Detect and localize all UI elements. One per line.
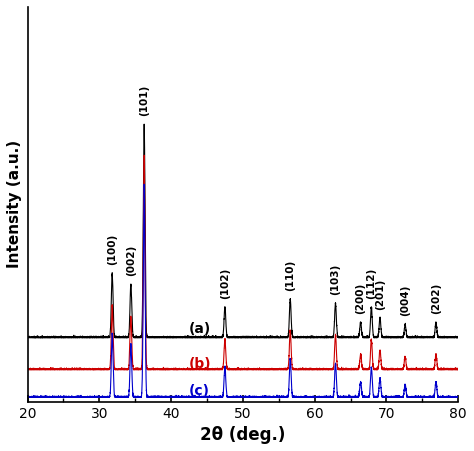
Text: (202): (202) xyxy=(431,283,441,314)
Text: (110): (110) xyxy=(285,259,295,291)
Text: (201): (201) xyxy=(375,279,385,310)
Text: (102): (102) xyxy=(220,268,230,299)
Text: (004): (004) xyxy=(400,285,410,316)
Text: (a): (a) xyxy=(189,322,211,336)
Text: (c): (c) xyxy=(189,384,210,398)
X-axis label: 2θ (deg.): 2θ (deg.) xyxy=(200,426,285,444)
Text: (100): (100) xyxy=(107,234,117,265)
Text: (200): (200) xyxy=(356,283,365,314)
Text: (112): (112) xyxy=(366,268,376,299)
Text: (103): (103) xyxy=(330,264,340,295)
Text: (101): (101) xyxy=(139,84,149,116)
Text: (b): (b) xyxy=(189,356,212,371)
Text: (002): (002) xyxy=(126,244,136,276)
Y-axis label: Intensity (a.u.): Intensity (a.u.) xyxy=(7,140,22,268)
